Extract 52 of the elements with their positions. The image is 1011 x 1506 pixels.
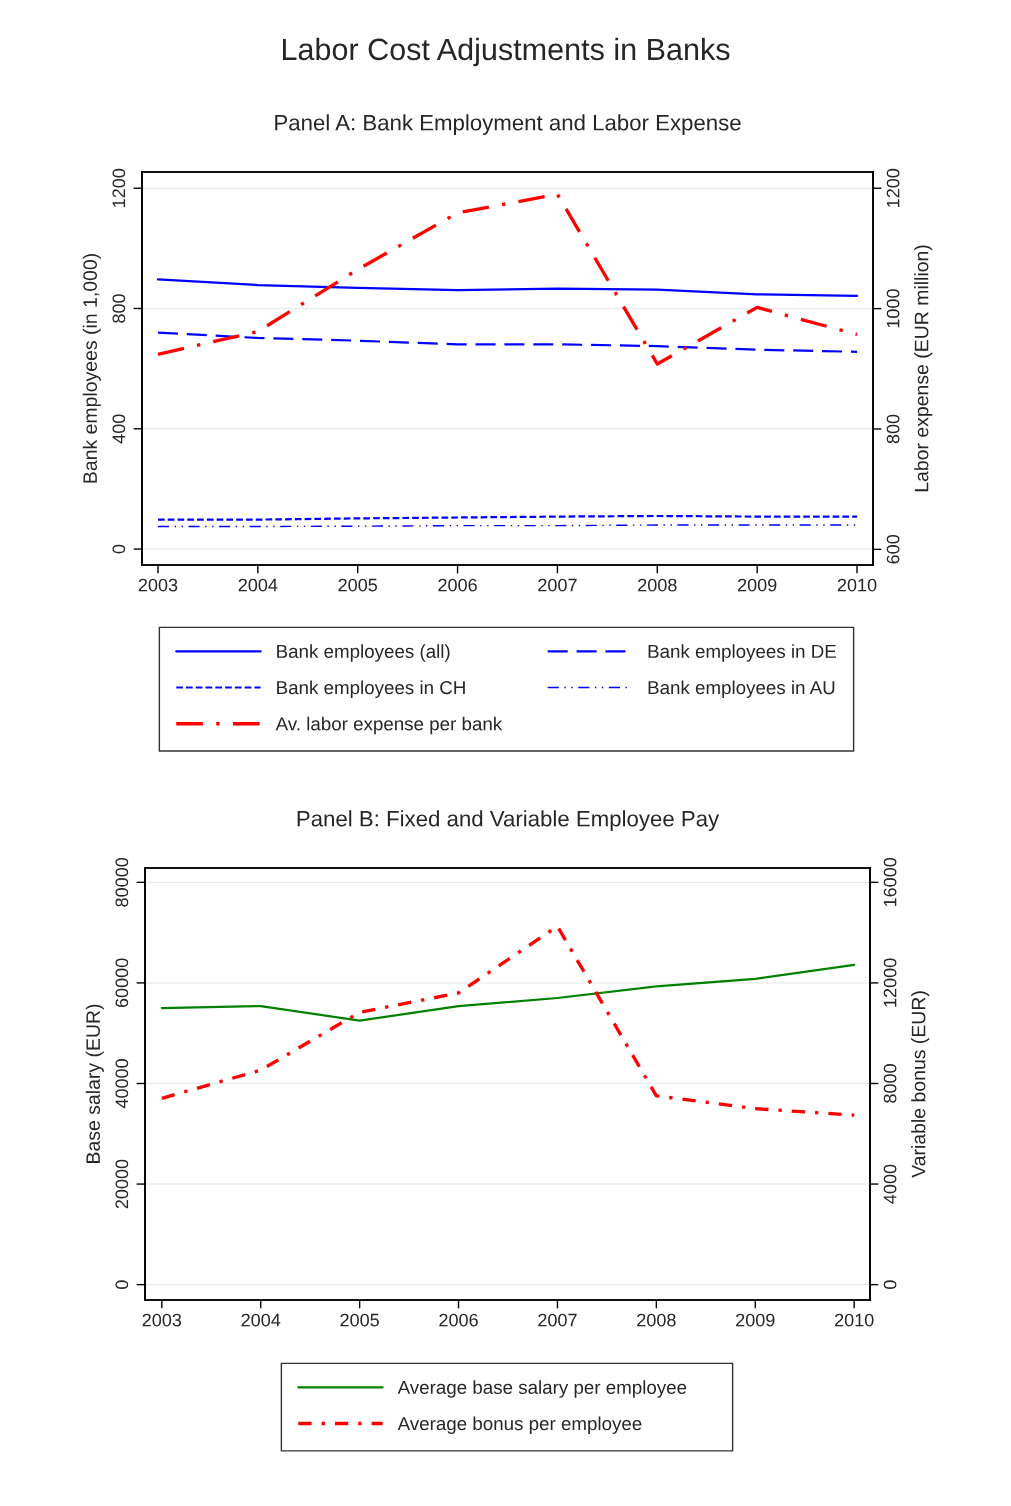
y-tick-label: 0: [112, 544, 126, 554]
x-tick-label: 2009: [737, 578, 777, 592]
legend-label: Bank employees (all): [277, 644, 450, 662]
y-tick-label: 20000: [115, 1159, 129, 1209]
y-tick-label: 400: [112, 414, 126, 444]
y2-axis-title: Variable bonus (EUR): [911, 991, 930, 1178]
y2-tick-label: 0: [883, 1280, 897, 1289]
y2-tick-label: 1000: [886, 289, 900, 328]
y2-tick-label: 12000: [883, 958, 897, 1007]
chart-title: Labor Cost Adjustments in Banks: [282, 37, 730, 67]
y-axis-title: Bank employees (in 1,000): [82, 254, 101, 483]
y2-tick-label: 1200: [886, 168, 900, 207]
x-tick-label: 2007: [538, 578, 577, 592]
x-tick-label: 2008: [637, 1313, 676, 1327]
y2-tick-label: 600: [886, 534, 900, 564]
line-series: [160, 963, 856, 1022]
y-tick-label: 40000: [115, 1059, 129, 1109]
legend-label: Average base salary per employee: [397, 1380, 687, 1398]
x-tick-label: 2005: [338, 578, 378, 592]
y-tick-label: 800: [112, 294, 126, 323]
y-tick-label: 60000: [115, 958, 129, 1008]
legend-label: Bank employees in DE: [648, 644, 836, 662]
line-series: [156, 331, 859, 353]
chart-subtitle: Panel A: Bank Employment and Labor Expense: [275, 114, 741, 135]
x-tick-label: 2006: [439, 1313, 478, 1327]
x-tick-label: 2007: [538, 1313, 577, 1327]
x-tick-label: 2010: [835, 1313, 874, 1327]
legend-label: Av. labor expense per bank: [275, 716, 503, 735]
y2-tick-label: 800: [886, 414, 900, 444]
x-tick-label: 2004: [241, 1313, 281, 1327]
x-tick-label: 2003: [142, 1313, 182, 1327]
y-tick-label: 1200: [112, 168, 126, 207]
x-tick-label: 2009: [736, 1313, 775, 1327]
x-tick-label: 2008: [638, 578, 677, 592]
legend-label: Average bonus per employee: [397, 1416, 642, 1434]
line-series: [156, 192, 859, 366]
y2-tick-label: 8000: [883, 1064, 897, 1103]
x-tick-label: 2010: [837, 578, 877, 592]
x-tick-label: 2004: [238, 578, 278, 592]
y2-tick-label: 4000: [883, 1164, 897, 1204]
legend-label: Bank employees in AU: [648, 680, 835, 698]
y2-axis-title: Labor expense (EUR million): [914, 245, 933, 492]
y-axis-title: Base salary (EUR): [85, 1004, 104, 1163]
y-tick-label: 0: [115, 1280, 129, 1289]
x-tick-label: 2003: [138, 578, 178, 592]
legend-label: Bank employees in CH: [277, 680, 465, 698]
chart-subtitle: Panel B: Fixed and Variable Employee Pay: [297, 810, 720, 831]
x-tick-label: 2005: [340, 1313, 379, 1327]
x-tick-label: 2006: [438, 578, 477, 592]
line-series: [156, 278, 859, 297]
y2-tick-label: 16000: [883, 857, 897, 907]
y-tick-label: 80000: [115, 857, 129, 907]
